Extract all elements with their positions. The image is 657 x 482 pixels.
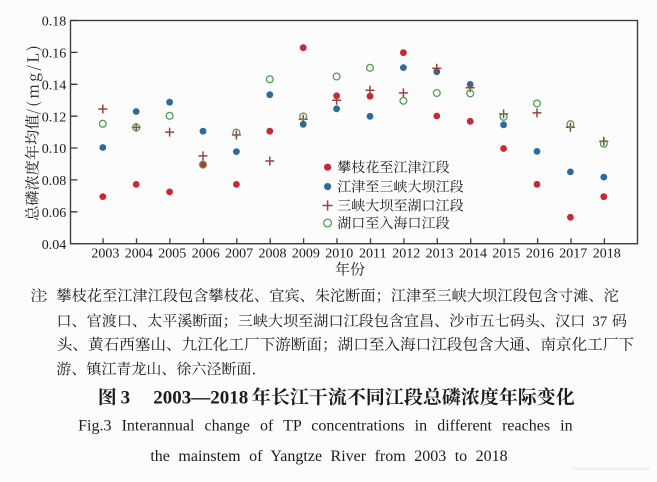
svg-text:2015: 2015 [492,246,520,261]
svg-text:2009: 2009 [292,246,320,261]
svg-text:2007: 2007 [225,246,253,261]
svg-text:0.08: 0.08 [42,174,67,189]
svg-text:0.14: 0.14 [42,79,67,94]
svg-text:2004: 2004 [125,246,153,261]
svg-text:0.06: 0.06 [42,206,67,221]
svg-text:2010: 2010 [325,246,353,261]
svg-text:2012: 2012 [392,246,420,261]
svg-text:2005: 2005 [158,246,186,261]
svg-text:2003—2018: 2003—2018 [153,388,248,409]
svg-text:2003: 2003 [91,246,119,261]
svg-text:2016: 2016 [526,246,554,261]
svg-text:0.04: 0.04 [42,238,67,253]
svg-text:2018: 2018 [593,246,621,261]
svg-text:Fig.3 Interannual change of TP: Fig.3 Interannual change of TP concentra… [78,418,572,435]
svg-text:2011: 2011 [359,246,386,261]
svg-text:the mainstem of Yangtze River: the mainstem of Yangtze River from 2003 … [150,448,507,465]
svg-text:0.18: 0.18 [42,15,67,30]
svg-text:0.12: 0.12 [42,110,67,125]
svg-text:2014: 2014 [459,246,487,261]
svg-text:37: 37 [592,314,608,330]
svg-text:2006: 2006 [192,246,220,261]
svg-text:2008: 2008 [259,246,287,261]
svg-text:3: 3 [121,388,131,409]
svg-text:2017: 2017 [559,246,587,261]
svg-text:2013: 2013 [426,246,454,261]
svg-text:0.16: 0.16 [42,47,67,62]
svg-text:0.10: 0.10 [42,142,67,157]
